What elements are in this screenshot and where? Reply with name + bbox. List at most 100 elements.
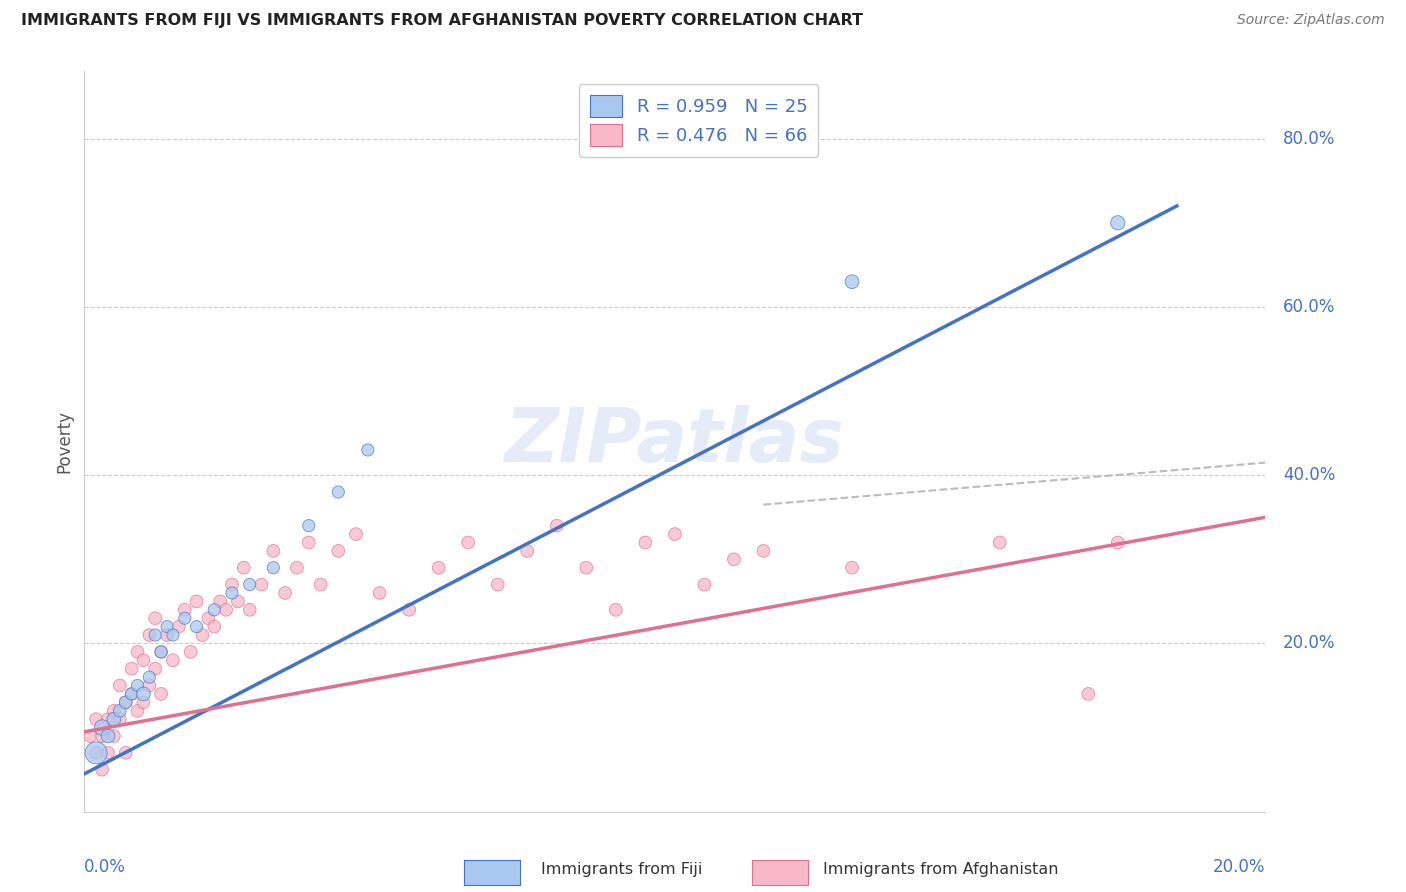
Point [221, 577, 243, 591]
Point [167, 619, 190, 633]
Point [97, 746, 120, 760]
Point [150, 645, 173, 659]
Point [127, 704, 149, 718]
Point [121, 687, 143, 701]
Point [84, 746, 107, 760]
Point [173, 611, 195, 625]
Point [191, 628, 214, 642]
Point [457, 535, 479, 549]
Point [427, 560, 450, 574]
Point [202, 619, 225, 633]
Text: 0.0%: 0.0% [84, 858, 127, 876]
Point [114, 695, 136, 709]
Text: 60.0%: 60.0% [1284, 298, 1336, 316]
Point [664, 527, 686, 541]
Point [232, 560, 254, 574]
Point [752, 544, 775, 558]
Point [486, 577, 509, 591]
Point [605, 603, 627, 617]
Point [103, 712, 125, 726]
Point [108, 679, 131, 693]
Point [1077, 687, 1099, 701]
Point [262, 560, 284, 574]
Point [239, 603, 262, 617]
Point [114, 695, 136, 709]
Point [221, 586, 243, 600]
Point [723, 552, 745, 566]
Point [103, 704, 125, 718]
Point [186, 619, 208, 633]
Point [143, 628, 166, 642]
Point [328, 485, 350, 500]
Legend: R = 0.959   N = 25, R = 0.476   N = 66: R = 0.959 N = 25, R = 0.476 N = 66 [579, 84, 818, 157]
Point [121, 687, 143, 701]
Point [239, 577, 262, 591]
Point [91, 721, 114, 735]
Point [91, 763, 114, 777]
Point [138, 628, 160, 642]
Point [250, 577, 273, 591]
Point [162, 653, 184, 667]
Point [693, 577, 716, 591]
Point [156, 619, 179, 633]
Point [150, 687, 173, 701]
Point [180, 645, 202, 659]
Point [127, 645, 149, 659]
Point [143, 611, 166, 625]
Point [173, 603, 195, 617]
Point [398, 603, 420, 617]
Point [368, 586, 391, 600]
Point [1107, 216, 1129, 230]
Point [132, 687, 155, 701]
Point [97, 712, 120, 726]
Point [114, 746, 136, 760]
Point [91, 729, 114, 743]
Point [298, 518, 321, 533]
Point [103, 729, 125, 743]
Text: Source: ZipAtlas.com: Source: ZipAtlas.com [1237, 13, 1385, 28]
Point [79, 729, 101, 743]
Point [988, 535, 1011, 549]
Point [143, 662, 166, 676]
Point [197, 611, 219, 625]
Point [138, 670, 160, 684]
Point [150, 645, 173, 659]
Y-axis label: Poverty: Poverty [55, 410, 73, 473]
Point [127, 679, 149, 693]
Text: 20.0%: 20.0% [1284, 634, 1336, 652]
Point [546, 518, 568, 533]
Point [262, 544, 284, 558]
Point [516, 544, 538, 558]
Text: ZIPatlas: ZIPatlas [505, 405, 845, 478]
Point [132, 653, 155, 667]
Point [285, 560, 308, 574]
Text: 20.0%: 20.0% [1213, 858, 1265, 876]
Point [575, 560, 598, 574]
Point [357, 442, 380, 457]
Point [84, 712, 107, 726]
Point [226, 594, 249, 608]
Point [108, 704, 131, 718]
Point [97, 729, 120, 743]
Text: 80.0%: 80.0% [1284, 129, 1336, 148]
Text: Immigrants from Afghanistan: Immigrants from Afghanistan [823, 863, 1057, 877]
Point [132, 695, 155, 709]
Point [202, 603, 225, 617]
Point [344, 527, 367, 541]
Point [328, 544, 350, 558]
Point [309, 577, 332, 591]
Point [209, 594, 232, 608]
Point [84, 746, 107, 760]
Point [298, 535, 321, 549]
Point [841, 560, 863, 574]
Point [274, 586, 297, 600]
Text: Immigrants from Fiji: Immigrants from Fiji [541, 863, 703, 877]
Point [108, 712, 131, 726]
Point [634, 535, 657, 549]
Point [138, 679, 160, 693]
Point [162, 628, 184, 642]
Point [186, 594, 208, 608]
Point [1107, 535, 1129, 549]
Point [121, 662, 143, 676]
Point [841, 275, 863, 289]
